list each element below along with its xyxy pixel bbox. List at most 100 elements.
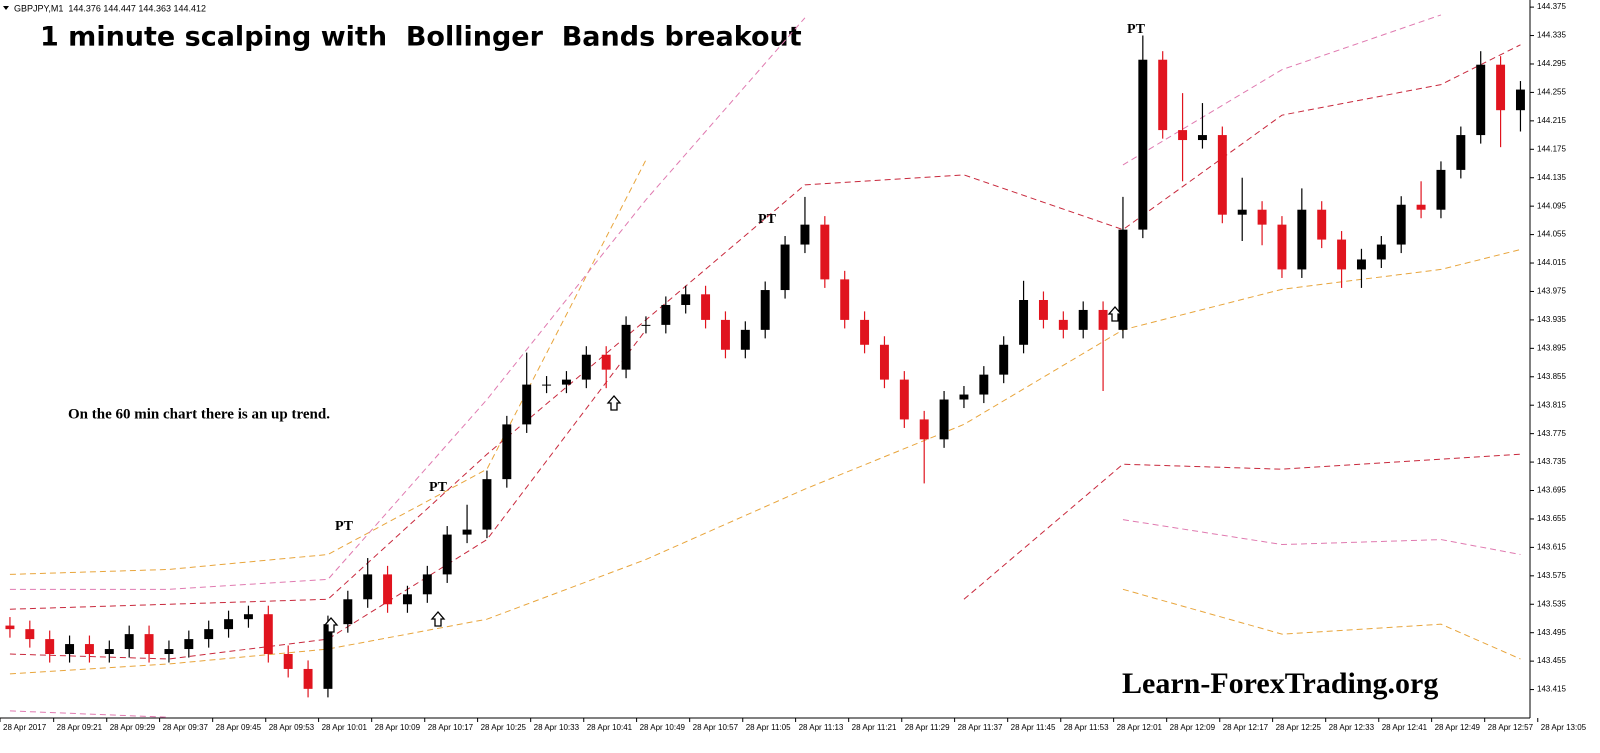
candle-body [65,644,75,655]
annotation: PT [1127,22,1146,37]
candle-body [820,224,830,280]
candle-body [621,324,631,370]
candle-body [1297,209,1307,270]
candle-body [840,279,850,320]
x-tick-label: 28 Apr 12:17 [1223,723,1269,732]
candle-body [1356,259,1366,270]
candle-body [124,634,134,650]
x-tick-label: 28 Apr 12:41 [1382,723,1428,732]
annotation: PT [429,480,448,495]
y-tick-label: 143.575 [1537,571,1566,580]
candle-body [959,394,969,400]
candle-body [581,354,591,380]
candle-body [1416,204,1426,210]
y-tick-label: 144.015 [1537,258,1566,267]
candle-body [939,399,949,440]
annotation: PT [335,519,354,534]
x-tick-label: 28 Apr 13:05 [1541,723,1587,732]
candle-body [323,624,333,689]
candle-body [1138,59,1148,230]
candle-body [402,594,412,605]
y-tick-label: 143.535 [1537,599,1566,608]
y-tick-label: 143.855 [1537,372,1566,381]
x-tick-label: 28 Apr 10:17 [428,723,474,732]
y-tick-label: 143.455 [1537,656,1566,665]
y-tick-label: 143.775 [1537,429,1566,438]
candle-body [661,304,671,325]
candle-body [1436,169,1446,210]
x-tick-label: 28 Apr 11:29 [905,723,950,732]
candle-body [1178,130,1188,141]
candle-body [720,319,730,350]
candle-body [1217,135,1227,215]
candle-body [561,379,571,385]
symbol-header: GBPJPY,M1 144.376 144.447 144.363 144.41… [14,3,206,13]
x-tick-label: 28 Apr 11:21 [852,723,897,732]
candle-body [1456,135,1466,170]
band-line [1122,588,1521,660]
candle-body [104,649,114,655]
y-tick-label: 143.415 [1537,685,1566,694]
candle-body [641,324,651,326]
x-tick-label: 28 Apr 09:53 [269,723,315,732]
x-tick-label: 28 Apr 09:45 [216,723,262,732]
candle-body [303,668,313,689]
y-tick-label: 143.695 [1537,486,1566,495]
up-arrow [606,395,622,411]
x-tick-label: 28 Apr 11:45 [1011,723,1056,732]
y-tick-label: 144.295 [1537,59,1566,68]
y-tick-label: 143.615 [1537,542,1566,551]
y-tick-label: 143.935 [1537,315,1566,324]
x-tick-label: 28 Apr 2017 [3,723,47,732]
candle-body [740,329,750,350]
candle-body [999,344,1009,375]
candle-body [283,654,293,669]
candle-body [184,639,194,650]
annotation: PT [758,212,777,227]
candle-body [1019,299,1029,345]
candle-body [899,379,909,420]
x-tick-label: 28 Apr 12:57 [1488,723,1534,732]
y-tick-label: 143.895 [1537,343,1566,352]
x-tick-label: 28 Apr 09:37 [163,723,209,732]
y-tick-label: 143.495 [1537,628,1566,637]
x-tick-label: 28 Apr 12:33 [1329,723,1375,732]
candle-body [1376,244,1386,260]
candle-body [263,614,273,655]
candle-body [1158,59,1168,131]
candle-body [1277,224,1287,270]
up-arrow [323,617,339,633]
candle-body [681,294,691,305]
band-line [9,44,1521,610]
up-arrow [430,611,446,627]
candle-body [1476,64,1486,136]
candle-body [1237,209,1247,215]
candle-body [204,629,214,640]
y-tick-label: 143.975 [1537,287,1566,296]
candle-body [1197,135,1207,141]
candle-body [760,290,770,330]
band-line [9,329,1521,660]
x-tick-label: 28 Apr 10:33 [534,723,580,732]
candle-body [84,644,94,655]
x-tick-label: 28 Apr 09:21 [57,723,103,732]
candle-body [701,294,711,320]
candle-body [1078,309,1088,330]
candle-body [1337,239,1347,270]
y-tick-label: 144.215 [1537,116,1566,125]
candle-body [979,374,989,395]
candle-body [462,529,472,535]
x-tick-label: 28 Apr 10:25 [481,723,527,732]
plot-area [5,14,1525,718]
y-tick-label: 143.815 [1537,400,1566,409]
candle-body [343,599,353,625]
candle-body [243,614,253,620]
y-tick-label: 144.095 [1537,201,1566,210]
x-tick-label: 28 Apr 11:05 [746,723,791,732]
candle-body [1317,209,1327,240]
y-tick-label: 143.735 [1537,457,1566,466]
candle-body [1496,64,1506,111]
y-tick-label: 144.175 [1537,144,1566,153]
